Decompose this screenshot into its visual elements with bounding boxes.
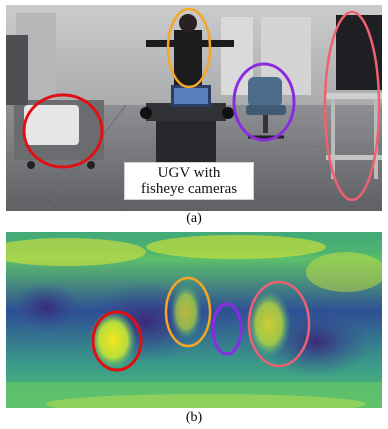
depth-map: [6, 232, 382, 408]
depth-highlight-purple-ellipse: [211, 302, 243, 356]
chair-back: [248, 77, 282, 107]
person-body: [174, 30, 202, 85]
caption-b: (b): [185, 410, 203, 425]
person-arms: [146, 40, 234, 47]
lab-photo: UGV with fisheye cameras: [6, 5, 382, 211]
white-device: [24, 105, 79, 145]
desk-top: [324, 93, 382, 99]
chair-seat: [246, 105, 286, 115]
ugv-label-line2: fisheye cameras: [140, 181, 238, 197]
highlight-pink-ellipse: [323, 10, 381, 202]
highlight-purple-ellipse: [232, 62, 296, 142]
ugv-label: UGV with fisheye cameras: [124, 162, 254, 200]
highlight-orange-ellipse: [166, 7, 212, 89]
depth-highlight-orange-ellipse: [164, 276, 212, 348]
depth-highlight-red-ellipse: [91, 310, 143, 372]
highlight-red-ellipse: [22, 93, 104, 169]
ugv-top: [146, 103, 226, 121]
ugv-label-line1: UGV with: [157, 165, 221, 181]
hot-spot-red: [89, 310, 137, 370]
caption-a: (a): [186, 211, 202, 226]
person-head: [179, 14, 197, 32]
depth-highlight-pink-ellipse: [247, 280, 311, 368]
